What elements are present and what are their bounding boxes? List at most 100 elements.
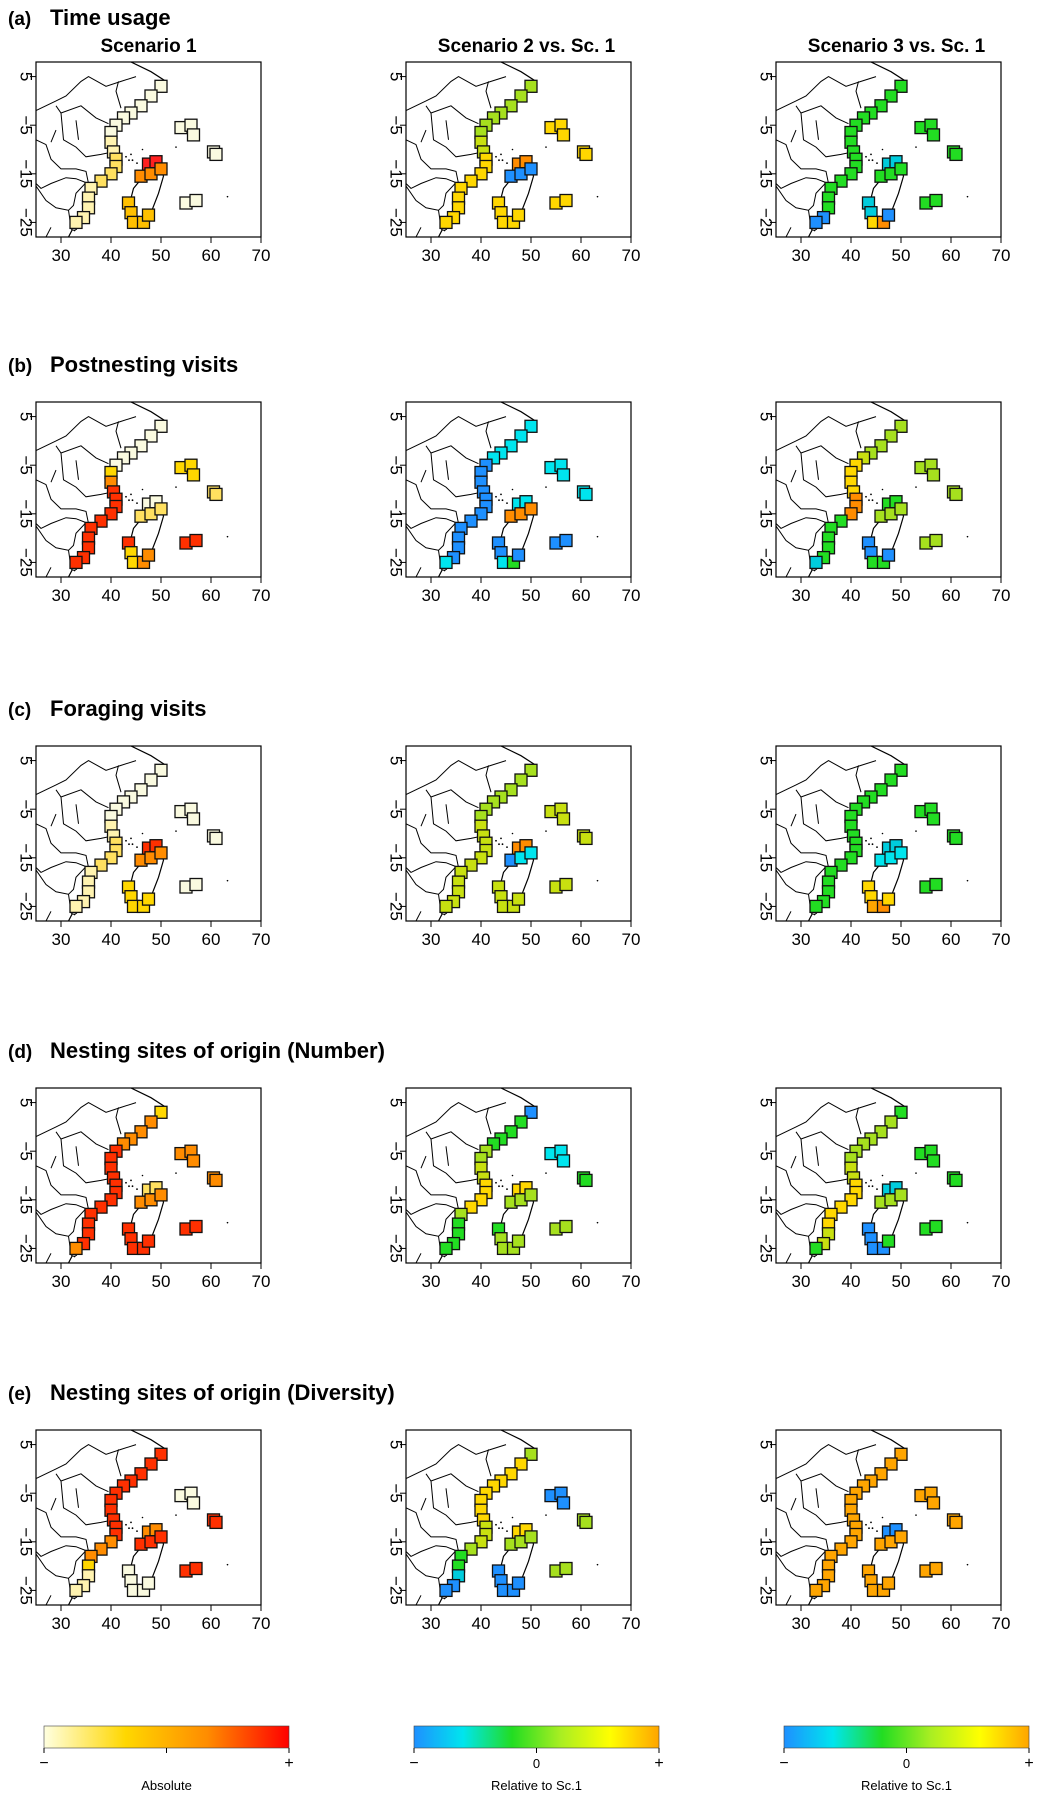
grid-cell xyxy=(439,555,453,570)
x-tick-label: 60 xyxy=(572,1614,591,1633)
plot-frame xyxy=(405,401,632,578)
x-tick-label: 60 xyxy=(572,586,591,605)
island-dot xyxy=(128,499,130,502)
y-tick-label: 5 xyxy=(17,72,36,81)
y-tick-label: −25 xyxy=(17,1576,36,1605)
plot-frame xyxy=(775,61,1002,238)
grid-cell xyxy=(511,548,526,562)
island-dot xyxy=(870,837,872,840)
x-tick-label: 70 xyxy=(252,930,271,949)
country-border xyxy=(485,765,492,793)
country-border xyxy=(406,1185,457,1237)
x-tick-label: 60 xyxy=(202,1272,221,1291)
x-tick-label: 40 xyxy=(842,586,861,605)
island-dot xyxy=(495,1181,497,1184)
x-tick-label: 30 xyxy=(52,586,71,605)
country-border xyxy=(785,1595,792,1605)
country-border xyxy=(36,760,137,796)
grid-cell xyxy=(809,1583,823,1598)
grid-cell xyxy=(141,1576,156,1590)
island-dot xyxy=(125,155,127,158)
y-tick-label: −15 xyxy=(757,159,776,188)
grid-cell xyxy=(894,419,908,433)
country-border xyxy=(55,1473,109,1493)
row-letter: (d) xyxy=(8,1042,32,1063)
country-border xyxy=(795,445,849,465)
x-tick-label: 50 xyxy=(522,246,541,265)
country-border xyxy=(420,813,427,827)
y-tick-label: −5 xyxy=(387,1141,406,1160)
island-dot xyxy=(881,1516,884,1519)
country-border xyxy=(406,1507,459,1552)
map-panel: 30 40 50 60 70 5 −5 −15 −25 xyxy=(17,745,271,949)
island-dot xyxy=(876,1530,878,1533)
country-border xyxy=(795,1131,849,1151)
country-border xyxy=(406,823,459,868)
island-dot xyxy=(881,148,884,151)
grid-cell xyxy=(104,1193,118,1207)
x-tick-label: 40 xyxy=(842,246,861,265)
country-border xyxy=(36,479,89,524)
grid-cell xyxy=(929,1561,943,1576)
row-header: (e) Nesting sites of origin (Diversity) xyxy=(8,1380,395,1405)
island-dot xyxy=(498,159,500,162)
grid-cell xyxy=(94,858,108,872)
grid-cell xyxy=(579,147,593,162)
x-tick-label: 50 xyxy=(522,1614,541,1633)
country-border xyxy=(75,1488,79,1508)
country-border xyxy=(406,479,459,524)
country-border xyxy=(776,1527,827,1579)
x-tick-label: 60 xyxy=(942,1272,961,1291)
island-dot xyxy=(966,879,969,882)
country-border xyxy=(36,1102,137,1138)
grid-cell xyxy=(894,79,908,93)
grid-cell xyxy=(439,215,453,230)
country-border xyxy=(406,76,507,112)
x-tick-label: 60 xyxy=(202,586,221,605)
grid-cell xyxy=(524,846,538,860)
island-dot xyxy=(871,1527,874,1530)
colorbar-minus: − xyxy=(409,1755,418,1772)
country-border xyxy=(115,81,122,109)
island-dot xyxy=(141,148,144,151)
country-border xyxy=(406,1102,507,1138)
row-header: (d) Nesting sites of origin (Number) xyxy=(8,1038,385,1063)
y-tick-label: −25 xyxy=(757,548,776,577)
island-dot xyxy=(596,1563,599,1566)
x-tick-label: 30 xyxy=(792,1272,811,1291)
island-dot xyxy=(128,1185,130,1188)
grid-cell xyxy=(189,533,203,548)
island-dot xyxy=(511,1174,514,1177)
grid-cell xyxy=(874,783,888,797)
x-tick-label: 70 xyxy=(992,586,1011,605)
island-dot xyxy=(226,879,229,882)
grid-cell xyxy=(209,1515,223,1530)
x-tick-label: 70 xyxy=(622,1614,641,1633)
island-dot xyxy=(876,1188,878,1191)
grid-cell xyxy=(189,1561,203,1576)
grid-cell xyxy=(844,1193,858,1207)
x-tick-label: 40 xyxy=(102,246,121,265)
map-panel: 30 40 50 60 70 5 −5 −15 −25 xyxy=(757,1087,1010,1291)
plot-frame xyxy=(405,1429,632,1606)
country-border xyxy=(485,1449,492,1477)
y-tick-label: −25 xyxy=(17,548,36,577)
grid-cell xyxy=(154,1105,168,1119)
colorbar-minus: − xyxy=(779,1755,788,1772)
x-tick-label: 70 xyxy=(992,1614,1011,1633)
island-dot xyxy=(868,159,870,162)
country-border xyxy=(795,105,849,125)
country-border xyxy=(36,525,76,572)
grid-cell xyxy=(556,812,571,826)
country-border xyxy=(45,1595,52,1605)
country-border xyxy=(815,460,819,480)
island-dot xyxy=(871,1185,874,1188)
country-border xyxy=(785,911,792,921)
grid-cell xyxy=(209,147,223,162)
island-dot xyxy=(495,495,497,498)
country-border xyxy=(800,112,854,158)
island-dot xyxy=(130,1179,132,1182)
y-tick-label: −5 xyxy=(17,455,36,474)
island-dot xyxy=(870,1179,872,1182)
country-border xyxy=(855,1449,862,1477)
